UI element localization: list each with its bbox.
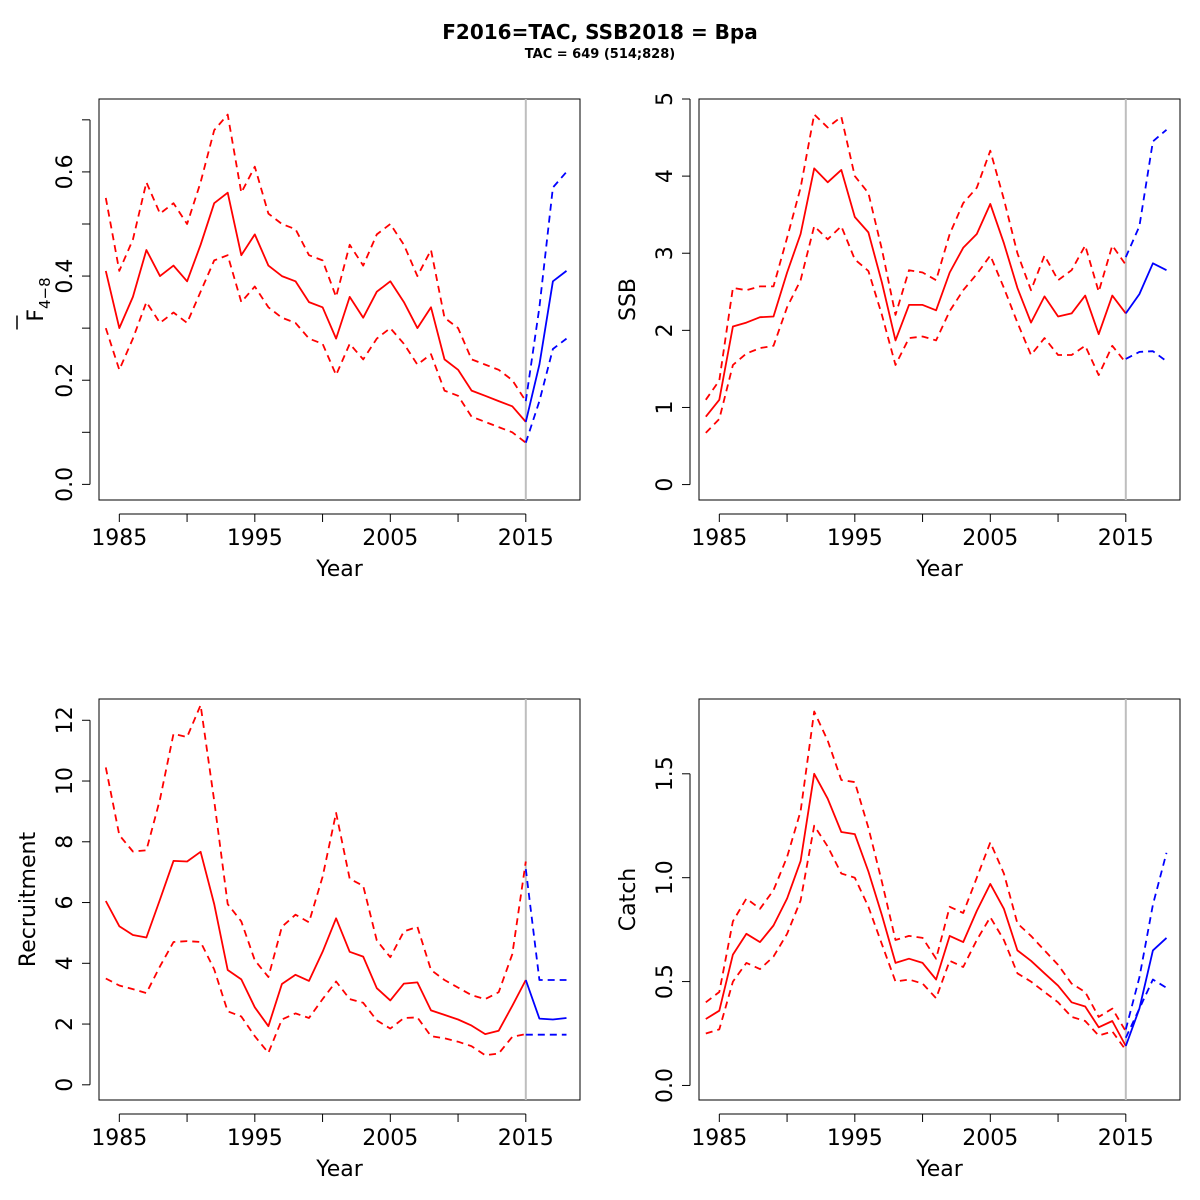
series-line-red-dashed xyxy=(705,113,1127,401)
x-axis-title: Year xyxy=(915,557,964,582)
series-line-blue-dashed xyxy=(1124,129,1168,258)
y-axis-title-subscript: 4−8 xyxy=(36,277,54,309)
series-line-red-dashed xyxy=(705,225,1127,434)
series-line-red-dashed xyxy=(104,254,527,444)
y-tick-label: 2 xyxy=(653,323,678,337)
series-line-red-dashed xyxy=(705,824,1127,1051)
y-tick-label: 2 xyxy=(53,1017,78,1031)
y-axis-title-main: F xyxy=(24,309,49,322)
y-tick-label: 6 xyxy=(53,896,78,910)
x-axis-title: Year xyxy=(315,557,364,582)
x-axis-title: Year xyxy=(915,1157,964,1182)
y-axis-title: SSB xyxy=(616,278,641,321)
x-tick-label: 2015 xyxy=(1098,526,1154,551)
x-tick-label: 1995 xyxy=(827,1126,883,1151)
y-axis-title: F4−8 xyxy=(24,277,54,321)
panel-catch: 1985 1995 2005 2015 0.0 0.5 1.0 1.5 Year Catch xyxy=(616,698,1181,1182)
x-axis-title: Year xyxy=(315,1157,364,1182)
series-line-red-dashed xyxy=(705,710,1127,1032)
series-line-blue-solid xyxy=(524,270,568,423)
x-tick-label: 1995 xyxy=(227,1126,283,1151)
series-line-red-solid xyxy=(705,772,1127,1047)
y-tick-label: 0.0 xyxy=(53,467,78,502)
x-tick-label: 1995 xyxy=(227,526,283,551)
y-tick-label: 4 xyxy=(53,956,78,970)
x-tick-label: 2015 xyxy=(1098,1126,1154,1151)
series-line-blue-dashed xyxy=(1124,978,1167,1039)
y-tick-label: 4 xyxy=(653,169,678,183)
y-tick-label: 0.6 xyxy=(53,154,78,189)
x-tick-label: 1985 xyxy=(691,1126,747,1151)
series-line-blue-dashed xyxy=(524,171,568,402)
series-line-blue-dashed xyxy=(524,337,568,443)
y-tick-label: 10 xyxy=(53,767,78,795)
y-tick-label: 0.4 xyxy=(53,259,78,294)
y-tick-label: 1 xyxy=(653,400,678,414)
series-line-red-solid xyxy=(104,191,527,423)
y-tick-label: 5 xyxy=(653,92,678,106)
page-subtitle: TAC = 649 (514;828) xyxy=(524,47,676,62)
series-line-red-dashed xyxy=(105,940,526,1057)
y-axis-title: Recruitment xyxy=(16,832,41,968)
panel-recruitment: 1985 1995 2005 2015 0 2 4 6 8 10 12 Year Recruitment xyxy=(16,698,581,1182)
series-line-red-dashed xyxy=(104,704,527,1000)
x-tick-label: 1985 xyxy=(691,526,747,551)
series-line-red-solid xyxy=(105,850,527,1035)
y-tick-label: 0.2 xyxy=(53,363,78,398)
x-tick-label: 2005 xyxy=(962,1126,1018,1151)
panel-f: 1985 1995 2005 2015 0.0 0.2 0.4 0.6 Year F4−8 xyxy=(16,98,581,582)
x-tick-label: 1985 xyxy=(91,1126,147,1151)
series-line-blue-solid xyxy=(524,979,567,1021)
y-tick-label: 0 xyxy=(53,1078,78,1092)
y-tick-label: 0.5 xyxy=(653,964,678,999)
y-tick-label: 0.0 xyxy=(653,1068,678,1103)
series-line-blue-solid xyxy=(1124,937,1168,1047)
page-title: F2016=TAC, SSB2018 = Bpa xyxy=(442,20,758,44)
series-line-blue-dashed xyxy=(1124,852,1168,1030)
plot-frame xyxy=(698,698,1181,1101)
y-tick-label: 3 xyxy=(653,246,678,260)
x-tick-label: 2005 xyxy=(362,526,418,551)
series-line-blue-dashed xyxy=(1125,350,1168,362)
y-tick-label: 1.0 xyxy=(653,860,678,895)
plot-frame xyxy=(98,98,581,501)
x-tick-label: 2015 xyxy=(498,1126,554,1151)
series-line-red-dashed xyxy=(104,113,527,402)
x-tick-label: 1995 xyxy=(827,526,883,551)
x-tick-label: 2005 xyxy=(362,1126,418,1151)
panel-ssb: 1985 1995 2005 2015 0 1 2 3 4 5 Year SSB xyxy=(616,92,1181,582)
x-tick-label: 1985 xyxy=(91,526,147,551)
x-tick-label: 2015 xyxy=(498,526,554,551)
series-line-blue-dashed xyxy=(524,868,567,981)
series-line-blue-solid xyxy=(1125,262,1167,314)
series-line-red-solid xyxy=(705,167,1127,418)
x-tick-label: 2005 xyxy=(962,526,1018,551)
plot-frame xyxy=(98,698,581,1101)
y-tick-label: 12 xyxy=(53,706,78,734)
y-tick-label: 1.5 xyxy=(653,756,678,791)
y-tick-label: 0 xyxy=(653,478,678,492)
y-tick-label: 8 xyxy=(53,835,78,849)
plot-frame xyxy=(698,98,1181,501)
y-axis-title: Catch xyxy=(616,868,641,932)
